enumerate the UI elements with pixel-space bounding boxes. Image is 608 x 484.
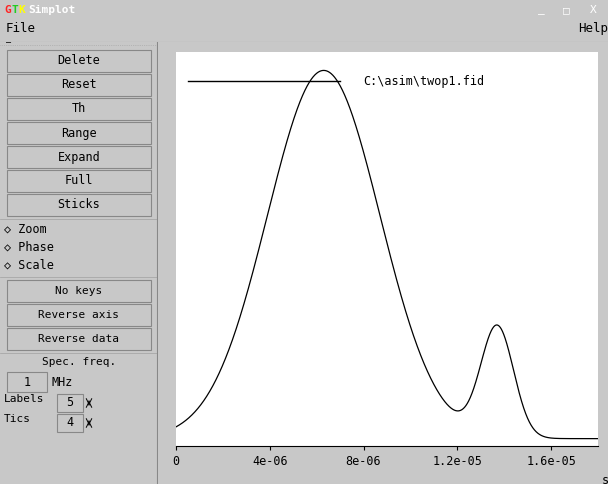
Bar (57, 394, 83, 412)
Text: File: File (6, 22, 36, 35)
Text: Reset: Reset (61, 78, 97, 91)
Text: 4: 4 (66, 417, 74, 429)
Text: Simplot: Simplot (28, 5, 75, 15)
Text: Labels: Labels (4, 394, 44, 404)
Text: K: K (18, 5, 25, 15)
Text: Th: Th (72, 103, 86, 116)
Text: 1: 1 (24, 376, 30, 389)
Text: Expand: Expand (58, 151, 100, 164)
Text: MHz: MHz (51, 376, 72, 389)
Bar (7, 122, 151, 144)
Bar (57, 414, 83, 432)
Text: ◇ Scale: ◇ Scale (4, 258, 54, 272)
Text: Spec. freq.: Spec. freq. (42, 357, 116, 367)
Text: Tics: Tics (4, 414, 31, 424)
Text: T: T (11, 5, 18, 15)
Text: ◇ Zoom: ◇ Zoom (4, 223, 47, 236)
Text: sec: sec (602, 473, 608, 484)
Bar (7, 98, 151, 120)
Text: ◇ Phase: ◇ Phase (4, 241, 54, 254)
Text: Reverse axis: Reverse axis (38, 310, 120, 320)
Bar (7, 170, 151, 192)
Text: Range: Range (61, 126, 97, 139)
Bar (7, 328, 151, 350)
Text: G: G (4, 5, 11, 15)
Text: Delete: Delete (58, 55, 100, 67)
Text: Full: Full (64, 175, 93, 187)
Text: C:\asim\twop1.fid: C:\asim\twop1.fid (364, 75, 485, 88)
Bar (7, 372, 47, 392)
Text: 5: 5 (66, 396, 74, 409)
Text: X: X (590, 5, 596, 15)
Bar (7, 50, 151, 72)
Bar (7, 146, 151, 168)
Text: _: _ (6, 34, 11, 43)
Text: Help: Help (578, 22, 608, 35)
Bar (7, 74, 151, 96)
Text: _: _ (538, 5, 545, 15)
Text: Sticks: Sticks (58, 198, 100, 212)
Text: □: □ (563, 5, 570, 15)
Bar (7, 304, 151, 326)
Text: No keys: No keys (55, 286, 103, 296)
Bar (7, 194, 151, 216)
Text: Reverse data: Reverse data (38, 334, 120, 344)
Bar (7, 280, 151, 302)
